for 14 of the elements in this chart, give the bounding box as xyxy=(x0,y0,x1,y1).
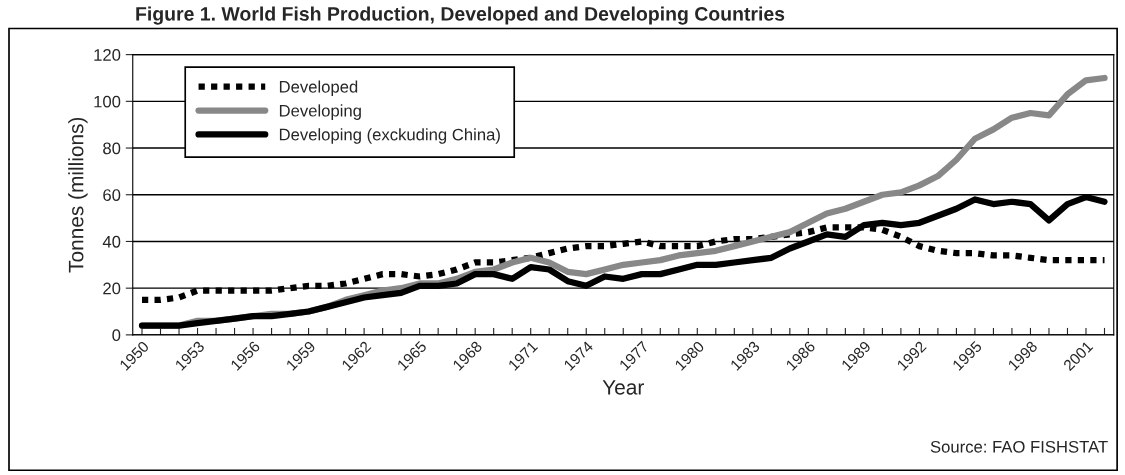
y-tick-label: 20 xyxy=(103,282,121,295)
y-tick-label: 80 xyxy=(103,142,121,155)
y-tick-label: 100 xyxy=(94,95,121,108)
y-tick-label: 0 xyxy=(112,329,121,342)
chart-title: Figure 1. World Fish Production, Developed and Developing Countries xyxy=(136,6,785,25)
y-axis-title: Tonnes (millions) xyxy=(68,117,88,273)
source-note: Source: FAO FISHSTAT xyxy=(930,440,1108,453)
y-tick-label: 120 xyxy=(94,49,121,61)
legend-label: Developed xyxy=(279,80,358,97)
y-tick-label: 40 xyxy=(102,235,121,248)
y-tick-label: 60 xyxy=(103,189,121,201)
legend-label: Developing (exckuding China) xyxy=(279,128,500,144)
x-axis-title: Year xyxy=(602,380,644,395)
legend-label: Developing xyxy=(279,104,361,120)
